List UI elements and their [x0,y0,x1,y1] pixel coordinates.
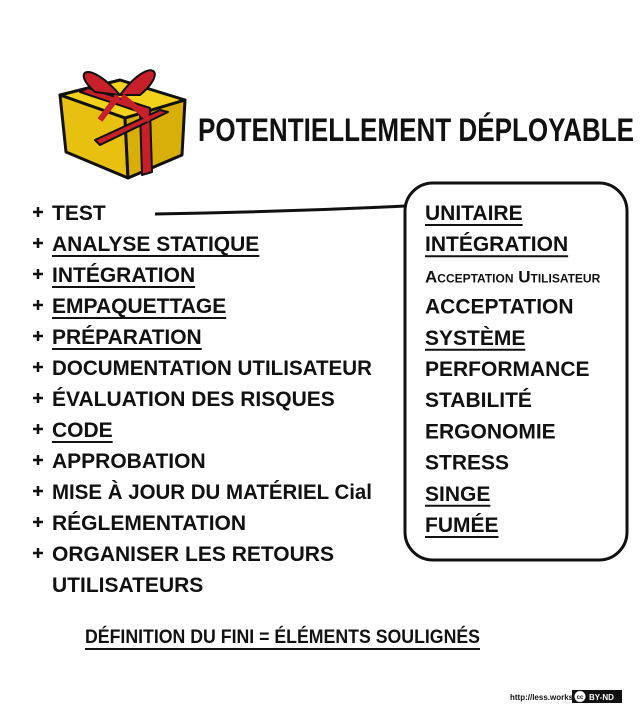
list-item: PRÉPARATION [52,326,202,349]
bullet [33,269,43,279]
bullet [33,424,43,434]
bullet [33,548,43,558]
test-kind: ACCEPTATION [425,296,574,319]
test-kinds: UNITAIRE INTÉGRATION Acceptation Utilisate… [425,202,601,538]
test-kind: ERGONOMIE [425,420,556,443]
test-kind: SYSTÈME [425,327,525,350]
list-item: ANALYSE STATIQUE [52,233,259,256]
test-box [403,181,629,562]
bullet [33,207,43,217]
list-item: TEST [52,202,106,225]
test-kind: PERFORMANCE [425,358,590,381]
list-item: CODE [52,419,113,442]
list-item: EMPAQUETTAGE [52,295,226,318]
test-kind: UNITAIRE [425,202,523,225]
definition: DÉFINITION DU FINI = ÉLÉMENTS SOULIGNÉS [85,626,480,648]
license: BY-ND [589,693,614,702]
test-kind: STRESS [425,452,509,475]
connector [154,204,406,216]
left-list: TEST ANALYSE STATIQUE INTÉGRATION EMPAQUETT… [33,202,372,597]
list-item: INTÉGRATION [52,264,195,287]
test-kind: FUMÉE [425,514,499,537]
cc-circle [574,691,586,702]
bullet [33,331,43,341]
bullet [33,238,43,248]
list-item: ORGANISER LES RETOURS [52,543,334,566]
gift-icon [58,69,187,180]
list-item: UTILISATEURS [52,574,203,597]
license-badge [572,690,622,703]
list-item: ÉVALUATION DES RISQUES [52,388,335,411]
license-cc: cc [577,695,584,701]
list-item: RÉGLEMENTATION [52,512,246,535]
bullet [33,362,43,372]
test-kind: Acceptation Utilisateur [425,267,601,286]
list-item: DOCUMENTATION UTILISATEUR [52,357,372,380]
list-item: MISE À JOUR DU MATÉRIEL Cial [52,481,372,504]
bullet [33,393,43,403]
bullet [33,486,43,496]
test-kind: STABILITÉ [425,389,532,412]
title: POTENTIELLEMENT DÉPLOYABLE [198,112,634,148]
list-item: APPROBATION [52,450,206,473]
test-kind: INTÉGRATION [425,233,568,256]
url: http://less.works [510,693,574,702]
bullet [33,455,43,465]
bullet [33,300,43,310]
bullet [33,517,43,527]
test-kind: SINGE [425,483,490,506]
